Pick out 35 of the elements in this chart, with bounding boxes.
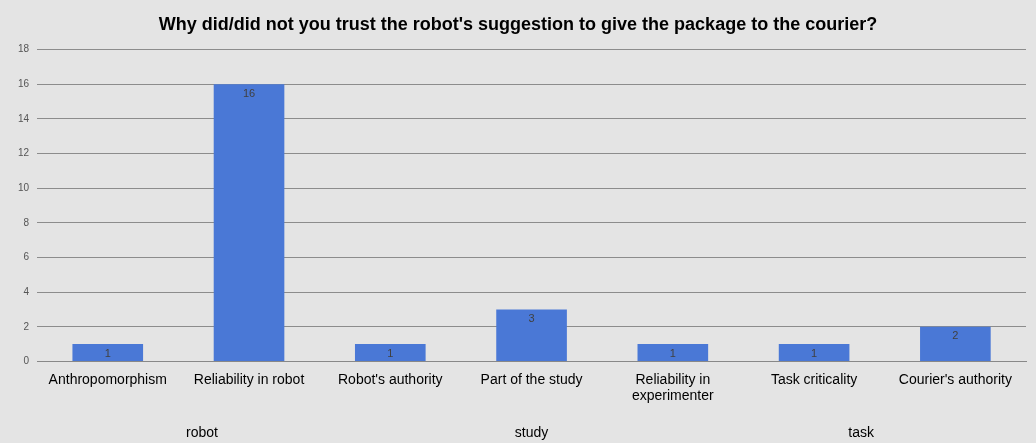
y-tick-label: 6: [23, 251, 30, 263]
data-label: 1: [669, 346, 676, 359]
data-label: 16: [242, 86, 256, 99]
bar: [496, 309, 567, 361]
x-tick-label: Reliability in experimenter: [631, 370, 715, 404]
bar: [637, 344, 709, 361]
y-tick-label: 8: [23, 216, 30, 228]
text: task: [848, 424, 876, 440]
y-tick-label: 0: [23, 355, 30, 367]
x-tick-label: Task criticality: [770, 370, 858, 387]
bar: [213, 84, 285, 361]
x-tick-label: Courier's authority: [898, 370, 1012, 387]
chart-title: Why did/did not you trust the robot's suggestion to give the package to the courier?: [158, 13, 878, 34]
y-tick-label: 4: [23, 285, 30, 297]
x-tick-label: Anthropomorphism: [48, 370, 167, 387]
text: robot: [185, 424, 218, 440]
data-label: 1: [811, 346, 818, 359]
y-tick-label: 12: [18, 147, 30, 159]
data-label: 1: [104, 346, 111, 359]
bar: [354, 344, 426, 361]
y-tick-label: 10: [18, 181, 30, 193]
x-tick-label: Robot's authority: [337, 370, 443, 387]
data-label: 1: [387, 346, 394, 359]
y-tick-label: 16: [18, 77, 30, 89]
text: study: [514, 424, 549, 440]
y-tick-label: 2: [23, 320, 30, 332]
y-tick-label: 14: [18, 112, 30, 124]
data-label: 3: [528, 311, 535, 324]
x-tick-label: Part of the study: [480, 370, 583, 387]
data-label: 2: [952, 329, 959, 342]
bar: [920, 326, 991, 361]
x-tick-label: Reliability in robot: [193, 370, 305, 387]
bar: [778, 344, 850, 361]
bar: [72, 344, 144, 361]
y-tick-label: 18: [18, 43, 30, 55]
